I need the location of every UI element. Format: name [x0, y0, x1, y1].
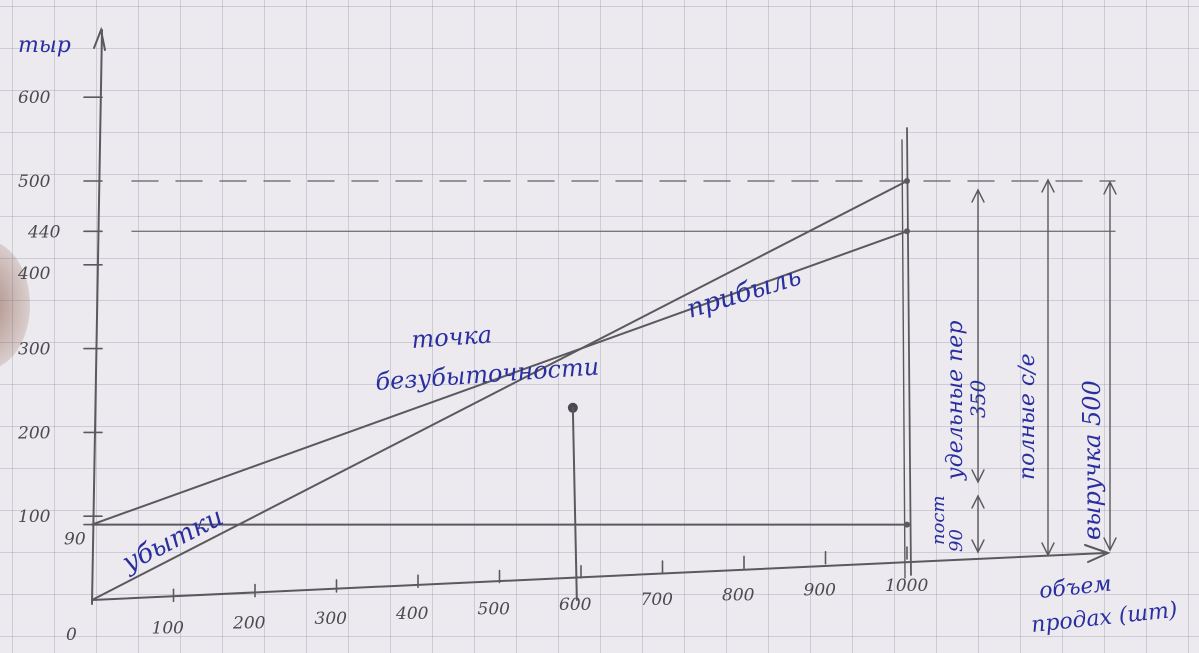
annotation-variable-costs-line2: 350 [966, 380, 990, 418]
x-tick-label: 200 [232, 614, 266, 634]
fixed-costs-arrow-head-top [971, 494, 985, 509]
annotation-profit: прибыль [683, 262, 805, 325]
origin-label: 0 [66, 625, 77, 645]
revenue-arrow-head-top [1103, 180, 1117, 195]
series-point-total_costs [904, 228, 910, 235]
volume-1000-line-2 [901, 139, 906, 579]
y-tick-label: 300 [18, 340, 51, 360]
breakeven-drop-line [571, 406, 578, 601]
x-axis-arrow [1084, 544, 1111, 563]
x-axis [91, 552, 1106, 601]
annotation-variable-costs-line1: удельные пер [943, 321, 968, 481]
x-tick-label: 600 [559, 595, 592, 615]
x-axis-label-line2: продах (шт) [1030, 598, 1179, 638]
series-point-fixed_costs [904, 521, 910, 528]
annotation-loss: убытки [117, 502, 229, 579]
y-tick-label: 90 [64, 530, 86, 550]
x-axis-label-line1: объем [1038, 572, 1113, 604]
x-tick-label: 900 [804, 581, 837, 601]
y-tick-label: 100 [18, 507, 51, 527]
annotation-full-costs: полные с/е [1015, 353, 1040, 480]
x-tick-label: 500 [478, 600, 511, 620]
x-tick-label: 100 [152, 618, 185, 638]
x-tick-label: 400 [395, 604, 429, 624]
x-tick-label: 1000 [885, 576, 928, 596]
annotation-fixed-costs-line1: пост [928, 495, 949, 545]
y-tick-label: 400 [17, 264, 51, 284]
y-tick-label: 500 [18, 172, 51, 192]
annotation-revenue: выручка 500 [1078, 380, 1106, 540]
revenue-arrow-head-bottom [1103, 537, 1117, 552]
volume-1000-line [906, 127, 912, 576]
y-tick-label: 440 [27, 222, 61, 242]
full-costs-arrow-head-top [1041, 178, 1055, 193]
series-line-total_costs [91, 230, 908, 526]
annotation-breakeven-line1: точка [410, 320, 493, 354]
full-costs-arrow-head-bottom [1041, 542, 1055, 557]
fixed-costs-arrow-head-bottom [971, 539, 985, 554]
y-axis-label: тыр [18, 33, 71, 58]
y-tick-label: 600 [18, 88, 51, 108]
y-tick-label: 200 [17, 423, 51, 443]
annotation-breakeven-line2: безубыточности [374, 352, 600, 396]
variable-costs-arrow-head-top [971, 188, 985, 203]
x-tick-label: 300 [315, 609, 348, 629]
x-tick-label: 800 [722, 585, 755, 605]
y-axis [91, 29, 103, 605]
annotation-fixed-costs-line2: 90 [946, 529, 967, 552]
x-tick-label: 700 [641, 590, 674, 610]
variable-costs-arrow-head-bottom [971, 469, 985, 484]
y-axis-arrow [93, 26, 106, 51]
series-line-revenue [91, 180, 908, 601]
